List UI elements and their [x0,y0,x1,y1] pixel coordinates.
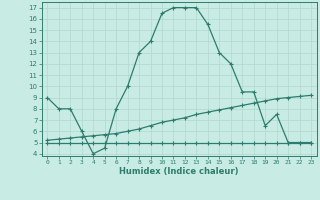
X-axis label: Humidex (Indice chaleur): Humidex (Indice chaleur) [119,167,239,176]
